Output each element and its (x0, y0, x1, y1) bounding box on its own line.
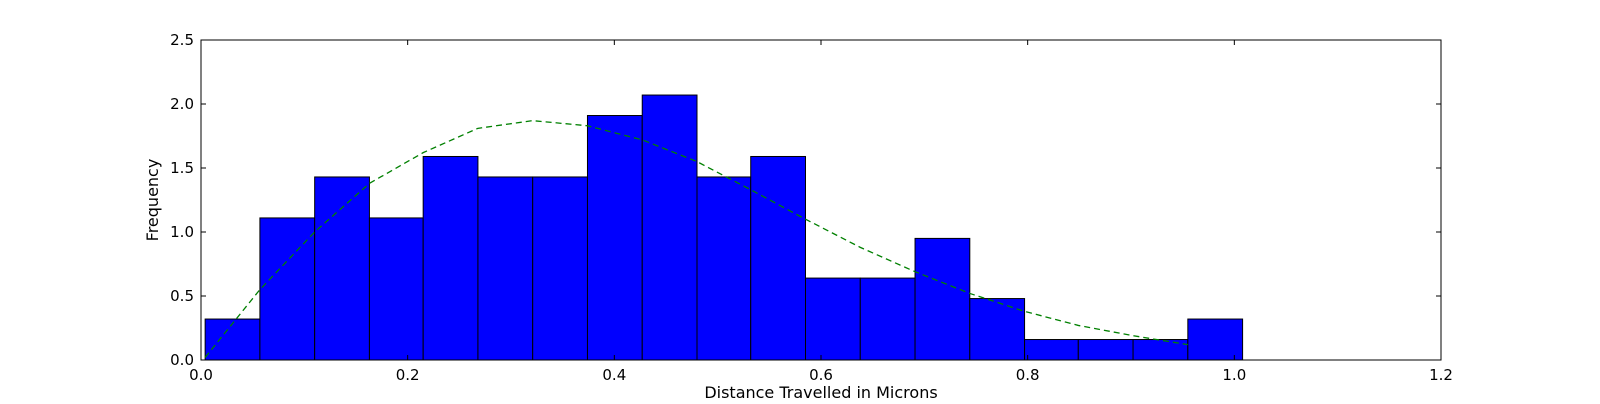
y-tick-label: 1.0 (170, 223, 194, 241)
histogram-bar (477, 176, 534, 361)
x-tick-label: 0.0 (189, 366, 213, 384)
x-tick-label: 0.2 (396, 366, 420, 384)
x-tick-label: 0.6 (809, 366, 833, 384)
histogram-bar (422, 155, 479, 361)
histogram-bar (314, 176, 370, 361)
y-tick-label: 1.5 (170, 159, 194, 177)
x-tick-label: 0.4 (602, 366, 626, 384)
histogram-bar (204, 318, 261, 361)
histogram-bar (1187, 318, 1244, 361)
histogram-bar (1077, 339, 1134, 361)
histogram-bar (532, 176, 588, 361)
histogram-bar (969, 298, 1026, 361)
axis-ticks-layer: 0.0 0.2 0.4 0.6 0.8 1.0 1.2 0.0 0.5 1.0 1.5 2.0 2.5 (170, 31, 1453, 384)
x-tick-label: 0.8 (1016, 366, 1040, 384)
histogram-bar (914, 237, 971, 361)
histogram-bar (696, 176, 752, 361)
histogram-bar (641, 94, 698, 361)
histogram-bar (805, 277, 861, 361)
x-axis-label: Distance Travelled in Microns (704, 383, 937, 400)
histogram-bar (1024, 339, 1079, 361)
y-tick-label: 0.5 (170, 287, 194, 305)
histogram-bar (1132, 339, 1189, 361)
histogram-bar (750, 155, 807, 361)
histogram-bar (586, 115, 643, 361)
bars-layer (204, 94, 1244, 361)
x-tick-label: 1.0 (1222, 366, 1246, 384)
histogram-bar (859, 277, 916, 361)
x-tick-label: 1.2 (1429, 366, 1453, 384)
y-tick-label: 2.0 (170, 95, 194, 113)
y-tick-label: 2.5 (170, 31, 194, 49)
y-axis-label: Frequency (143, 159, 162, 242)
histogram-bar (368, 217, 424, 361)
y-tick-label: 0.0 (170, 351, 194, 369)
histogram-bar (259, 217, 316, 361)
